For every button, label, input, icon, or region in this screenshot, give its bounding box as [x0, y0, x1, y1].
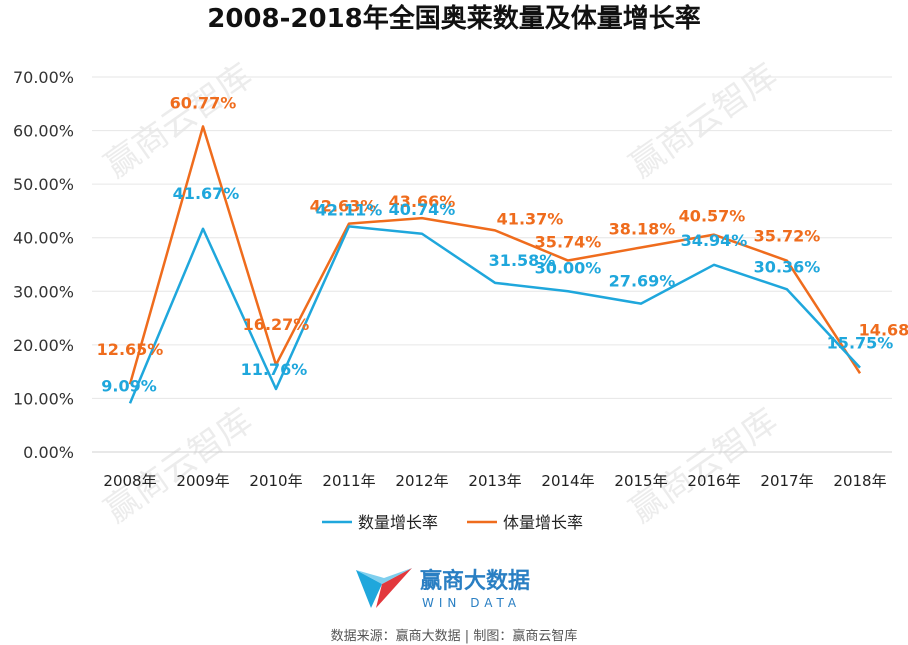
y-tick-label: 60.00% [13, 122, 74, 141]
y-tick-label: 20.00% [13, 336, 74, 355]
y-tick-label: 10.00% [13, 389, 74, 408]
brand-name-cn: 赢商大数据 [420, 568, 530, 594]
data-label-series-1: 30.00% [535, 258, 602, 277]
x-tick-label: 2008年 [103, 472, 156, 490]
watermark-2: 赢商云智库 [98, 401, 260, 531]
data-label-series-1: 30.36% [754, 257, 821, 276]
data-label-series-1: 11.76% [241, 360, 308, 379]
x-tick-label: 2015年 [614, 472, 667, 490]
legend-label-series-2: 体量增长率 [503, 513, 583, 532]
data-label-series-1: 40.74% [389, 200, 456, 219]
x-tick-label: 2012年 [395, 472, 448, 490]
watermark-1: 赢商云智库 [623, 56, 785, 186]
data-label-series-2: 14.68% [859, 320, 908, 339]
data-label-series-1: 31.58% [489, 251, 556, 270]
legend-label-series-1: 数量增长率 [358, 513, 438, 532]
data-label-series-2: 38.18% [609, 219, 676, 238]
y-axis-ticks: 0.00% 10.00% 20.00% 30.00% 40.00% 50.00% 60.00… [13, 68, 74, 462]
data-label-series-2: 42.63% [310, 197, 377, 216]
data-label-series-2: 16.27% [243, 315, 310, 334]
data-label-series-2: 35.74% [535, 233, 602, 252]
y-tick-label: 0.00% [23, 443, 74, 462]
data-label-series-1: 9.09% [101, 376, 157, 395]
brand-name-en: WIN DATA [422, 596, 521, 610]
data-label-series-1: 41.67% [173, 184, 240, 203]
data-label-series-1: 34.94% [681, 231, 748, 250]
data-label-series-1: 27.69% [609, 272, 676, 291]
watermark-3: 赢商云智库 [623, 401, 785, 531]
x-tick-label: 2010年 [249, 472, 302, 490]
data-labels: 12.65% 60.77% 16.27% 42.63% 43.66% 41.37% 35.7… [97, 93, 908, 395]
y-tick-label: 70.00% [13, 68, 74, 87]
data-label-series-2: 35.72% [754, 227, 821, 246]
series-line-2 [128, 125, 862, 385]
x-tick-label: 2011年 [322, 472, 375, 490]
data-label-series-2: 60.77% [170, 93, 237, 112]
x-tick-label: 2018年 [833, 472, 886, 490]
logo-mark-blue [356, 570, 382, 608]
data-label-series-2: 41.37% [497, 209, 564, 228]
data-label-series-2: 40.57% [679, 207, 746, 226]
x-tick-label: 2016年 [687, 472, 740, 490]
x-tick-label: 2009年 [176, 472, 229, 490]
series-lines [128, 125, 862, 404]
series-line-1 [128, 225, 861, 404]
logo-mark-red [376, 568, 412, 608]
x-tick-label: 2017年 [760, 472, 813, 490]
y-tick-label: 50.00% [13, 175, 74, 194]
y-tick-label: 40.00% [13, 229, 74, 248]
legend: 数量增长率 体量增长率 [322, 513, 583, 532]
chart-title: 2008-2018年全国奥莱数量及体量增长率 [207, 3, 701, 34]
x-tick-label: 2014年 [541, 472, 594, 490]
source-note: 数据来源：赢商大数据 | 制图：赢商云智库 [331, 628, 578, 644]
data-label-series-2: 43.66% [389, 192, 456, 211]
y-tick-label: 30.00% [13, 282, 74, 301]
x-tick-label: 2013年 [468, 472, 521, 490]
data-label-series-1: 42.11% [316, 200, 383, 219]
watermark-0: 赢商云智库 [98, 56, 260, 186]
x-axis-ticks: 2008年 2009年 2010年 2011年 2012年 2013年 2014年 2015年… [103, 472, 886, 490]
data-label-series-1: 15.75% [827, 334, 894, 353]
data-label-series-2: 12.65% [97, 340, 164, 359]
grid [92, 76, 892, 453]
brand-logo: 赢商大数据 WIN DATA [356, 568, 530, 610]
logo-mark-light [356, 568, 412, 584]
